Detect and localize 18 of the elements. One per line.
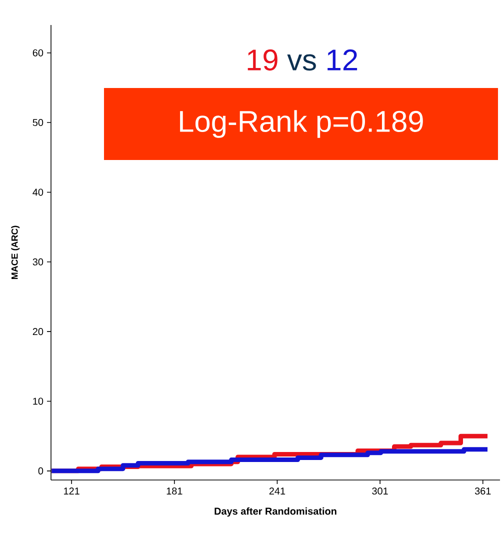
y-tick-label: 30 — [32, 258, 44, 266]
y-tick-label: 0 — [38, 467, 44, 474]
x-axis-title: Days after Randomisation — [214, 507, 336, 517]
y-axis-title: MACE (ARC) — [11, 226, 20, 280]
x-tick-label: 181 — [166, 488, 182, 495]
x-tick-label: 301 — [372, 488, 388, 495]
y-tick-label: 20 — [32, 328, 44, 336]
y-tick-label: 40 — [32, 188, 44, 196]
annotation: 19 — [248, 49, 278, 71]
annotation: Log-Rank p=0.189 — [180, 110, 423, 138]
y-tick-label: 10 — [33, 398, 44, 405]
x-tick-label: 241 — [269, 488, 286, 494]
x-tick-label: 121 — [64, 488, 80, 494]
annotation: 12 — [328, 49, 358, 70]
annotation: vs — [287, 54, 316, 71]
y-tick-label: 60 — [32, 49, 44, 56]
x-tick-label: 361 — [474, 488, 491, 495]
y-tick-label: 50 — [32, 119, 44, 126]
